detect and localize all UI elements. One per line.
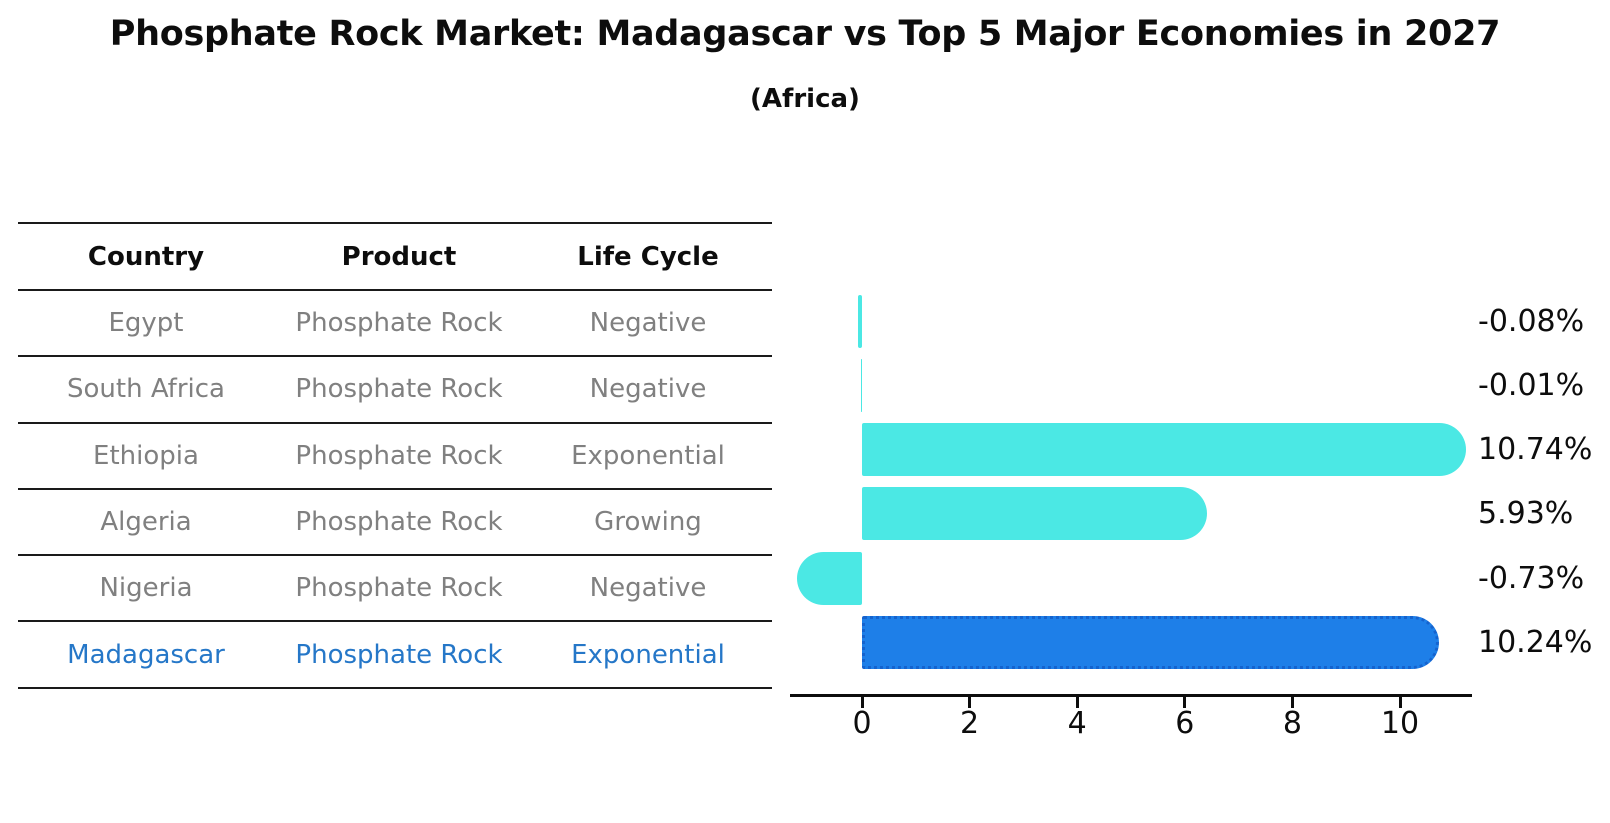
x-axis-tick	[1075, 697, 1079, 708]
cell-country: Madagascar	[67, 639, 225, 670]
header-product: Product	[341, 241, 457, 272]
country-table: Country Product Life Cycle Egypt Phospha…	[18, 222, 772, 689]
bar-ethiopia	[862, 423, 1466, 477]
value-label: 5.93%	[1478, 496, 1574, 532]
cell-life-cycle: Negative	[589, 308, 707, 339]
bar-madagascar	[862, 616, 1439, 669]
bar-nigeria	[796, 551, 862, 605]
cell-product: Phosphate Rock	[295, 308, 503, 339]
value-label: -0.08%	[1478, 303, 1585, 339]
x-axis-line	[790, 694, 1472, 697]
header-country: Country	[87, 241, 205, 272]
table-header-row: Country Product Life Cycle	[18, 224, 772, 291]
cell-life-cycle: Negative	[589, 374, 707, 405]
table-row: Ethiopia Phosphate Rock Exponential	[18, 424, 772, 490]
value-label: -0.01%	[1478, 367, 1585, 403]
cell-product: Phosphate Rock	[295, 440, 503, 471]
cell-country: Algeria	[100, 507, 192, 538]
bar-egypt	[857, 294, 862, 348]
x-axis-tick-label: 6	[1175, 706, 1195, 741]
value-label: 10.74%	[1478, 432, 1593, 468]
x-axis-tick-label: 0	[852, 706, 872, 741]
x-axis-tick	[968, 697, 972, 708]
bar-south-africa	[861, 358, 862, 412]
table-row: Madagascar Phosphate Rock Exponential	[18, 622, 772, 689]
bar-algeria	[862, 487, 1208, 541]
cell-life-cycle: Growing	[594, 507, 702, 538]
cell-product: Phosphate Rock	[295, 573, 503, 604]
header-life-cycle: Life Cycle	[577, 241, 719, 272]
x-axis-tick	[1398, 697, 1402, 708]
cell-product: Phosphate Rock	[295, 374, 503, 405]
value-label: -0.73%	[1478, 560, 1585, 596]
cell-country: South Africa	[67, 374, 225, 405]
cell-product: Phosphate Rock	[295, 639, 503, 670]
cell-life-cycle: Exponential	[571, 440, 725, 471]
table-body: Egypt Phosphate Rock Negative South Afri…	[18, 291, 772, 689]
cell-country: Nigeria	[99, 573, 193, 604]
cell-country: Egypt	[108, 308, 184, 339]
x-axis-tick	[1290, 697, 1294, 708]
value-label: 10.24%	[1478, 625, 1593, 660]
x-axis-tick-label: 2	[960, 706, 980, 741]
x-axis-tick	[1183, 697, 1187, 708]
chart-subtitle: (Africa)	[750, 84, 860, 114]
table-row: Algeria Phosphate Rock Growing	[18, 490, 772, 557]
x-axis-tick-label: 4	[1067, 706, 1087, 741]
x-axis-tick	[860, 697, 864, 708]
table-row: South Africa Phosphate Rock Negative	[18, 357, 772, 424]
x-axis-tick-label: 8	[1282, 706, 1302, 741]
cell-life-cycle: Exponential	[571, 639, 725, 670]
cell-life-cycle: Negative	[589, 573, 707, 604]
cell-country: Ethiopia	[93, 440, 199, 471]
x-axis-tick-label: 10	[1380, 706, 1420, 741]
table-row: Nigeria Phosphate Rock Negative	[18, 556, 772, 623]
table-row: Egypt Phosphate Rock Negative	[18, 291, 772, 358]
chart-title: Phosphate Rock Market: Madagascar vs Top…	[109, 14, 1501, 54]
cell-product: Phosphate Rock	[295, 507, 503, 538]
